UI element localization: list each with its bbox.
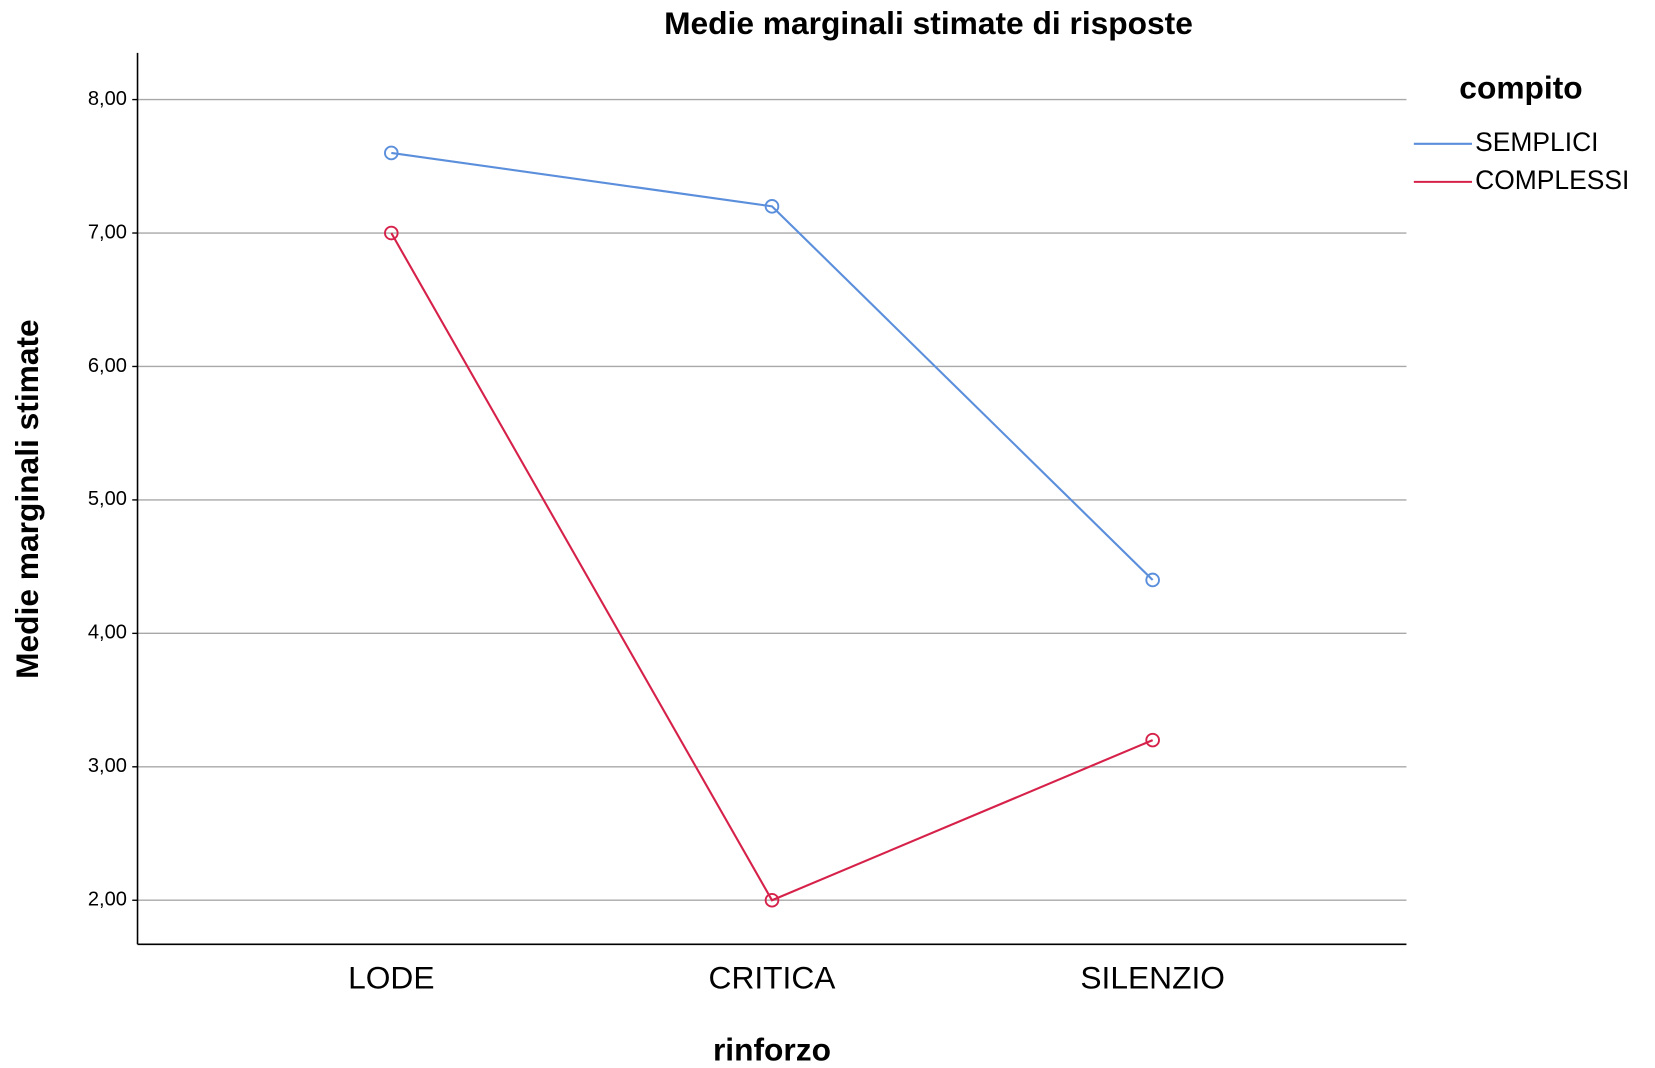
point-marker	[384, 145, 399, 161]
x-axis-label: rinforzo	[713, 1032, 831, 1068]
point-marker	[384, 225, 399, 241]
chart-title: Medie marginali stimate di risposte	[664, 5, 1193, 41]
point-marker	[764, 199, 780, 214]
y-tick-label: 7,00	[88, 221, 127, 243]
legend-label: SEMPLICI	[1475, 127, 1598, 157]
y-tick-label: 5,00	[88, 488, 127, 510]
y-axis-label: Medie marginali stimate	[9, 319, 45, 679]
legend-title: compito	[1459, 69, 1582, 105]
series-line	[391, 151, 1154, 581]
y-tick-label: 8,00	[88, 88, 127, 110]
point-marker	[1145, 732, 1160, 748]
point-marker	[764, 892, 780, 908]
x-tick-label: SILENZIO	[1080, 960, 1225, 996]
x-tick-label: CRITICA	[709, 960, 837, 996]
legend-label: COMPLESSI	[1475, 165, 1629, 195]
point-marker	[1145, 572, 1160, 588]
series-line	[390, 232, 1154, 902]
x-tick-label: LODE	[348, 960, 434, 996]
y-tick-label: 2,00	[88, 889, 127, 911]
y-tick-label: 6,00	[88, 355, 127, 377]
y-tick-label: 4,00	[88, 622, 127, 644]
y-tick-label: 3,00	[88, 755, 127, 777]
